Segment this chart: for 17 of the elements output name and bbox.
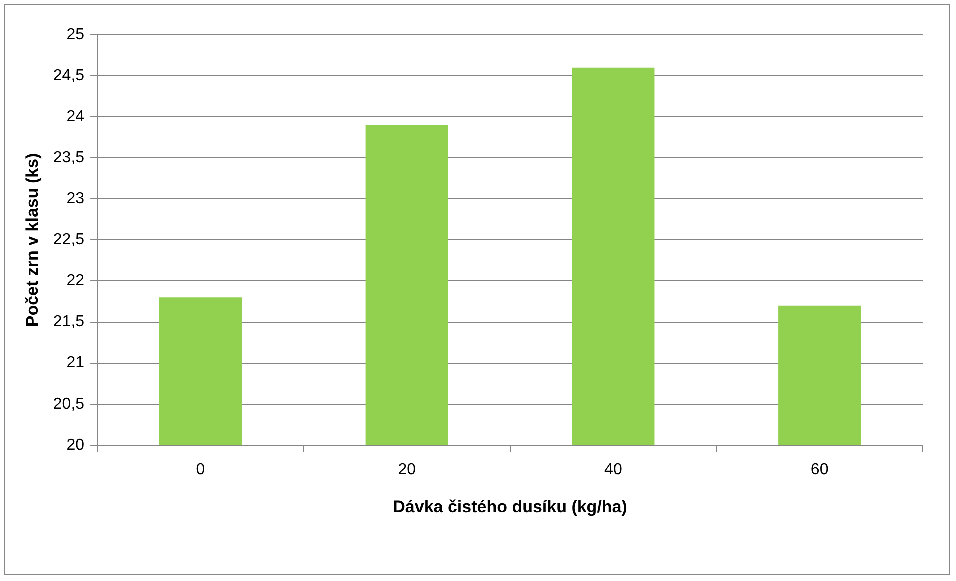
x-tick-label: 40 — [604, 461, 622, 478]
y-tick-label: 24 — [66, 108, 85, 126]
x-tick-label: 20 — [398, 461, 416, 478]
x-tick-label: 60 — [810, 461, 829, 478]
y-axis-title: Počet zrn v klasu (ks) — [22, 153, 42, 328]
x-tick-label: 0 — [196, 461, 206, 478]
y-tick-label: 23 — [66, 190, 85, 208]
y-tick-label: 22,5 — [53, 232, 85, 249]
y-tick-label: 21 — [66, 354, 85, 372]
y-tick-label: 25 — [66, 26, 85, 44]
y-tick-label: 22 — [66, 272, 85, 290]
y-tick-label: 23,5 — [53, 150, 85, 167]
x-axis-title: Dávka čistého dusíku (kg/ha) — [393, 497, 628, 516]
y-tick-label: 21,5 — [53, 314, 85, 331]
y-tick-label: 20,5 — [53, 396, 85, 413]
y-tick-label: 24,5 — [53, 67, 85, 84]
y-tick-label: 20 — [66, 436, 85, 454]
